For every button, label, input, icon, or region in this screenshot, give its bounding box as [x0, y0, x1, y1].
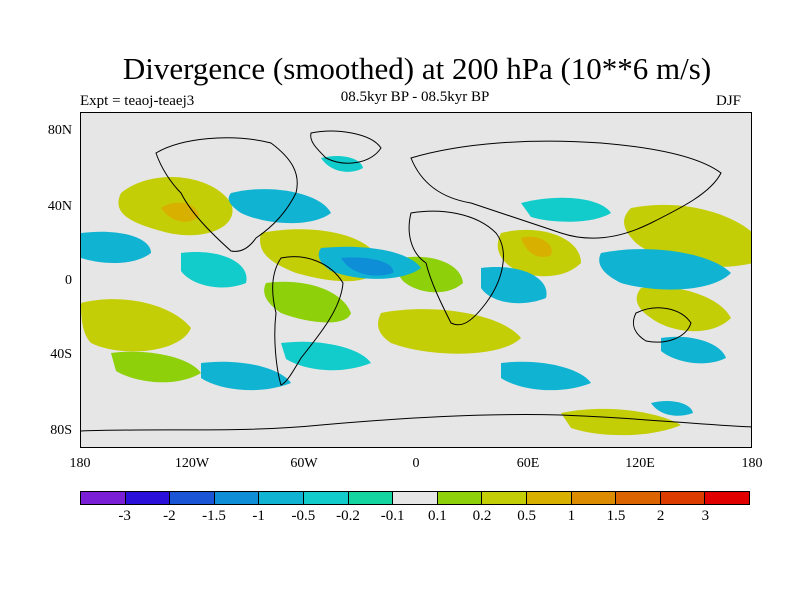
- colorbar-swatch: [526, 492, 572, 504]
- coastline-europe-asia: [410, 140, 722, 239]
- colorbar-label: 2: [656, 508, 665, 524]
- experiment-label: Expt = teaoj-teaej3: [80, 93, 195, 109]
- colorbar-swatch: [616, 492, 661, 504]
- positive-patches: [81, 176, 751, 436]
- colorbar-swatch: [81, 492, 126, 504]
- patch: [341, 257, 394, 276]
- patch: [81, 231, 151, 263]
- colorbar-swatch: [348, 492, 394, 504]
- colorbar-label: 1: [567, 508, 576, 524]
- figure-title: Divergence (smoothed) at 200 hPa (10**6 …: [122, 51, 712, 86]
- patch: [651, 401, 693, 416]
- lat-label: 80S: [50, 423, 72, 438]
- patch: [201, 361, 291, 391]
- patch: [378, 309, 521, 354]
- figure-subtitle: 08.5kyr BP - 08.5kyr BP: [340, 89, 490, 105]
- map-panel: [80, 112, 752, 448]
- lon-label: 180: [741, 456, 763, 471]
- patch: [481, 267, 547, 304]
- coastline-africa: [408, 210, 504, 326]
- colorbar-label: 1.5: [606, 508, 626, 524]
- colorbar-swatch: [170, 492, 215, 504]
- lon-label: 0: [412, 456, 420, 471]
- lon-label: 60W: [290, 456, 318, 471]
- colorbar-label: 0.1: [427, 508, 447, 524]
- colorbar-label: -0.2: [336, 508, 360, 524]
- colorbar-swatch: [660, 492, 706, 504]
- divergence-field: [81, 130, 751, 436]
- lon-label: 120W: [174, 456, 210, 471]
- colorbar-label: -3: [118, 508, 131, 524]
- colorbar-swatch: [571, 492, 617, 504]
- patch: [521, 197, 611, 222]
- colorbar: [80, 491, 750, 505]
- coastline-greenland: [310, 130, 382, 164]
- colorbar-swatch: [303, 492, 349, 504]
- lat-label: 40S: [50, 347, 72, 362]
- lon-label: 120E: [625, 456, 655, 471]
- colorbar-swatch: [259, 492, 304, 504]
- lon-label: 180: [69, 456, 91, 471]
- coastlines: [81, 130, 751, 432]
- coastline-south-america: [272, 256, 344, 386]
- negative-patches: [81, 156, 731, 416]
- colorbar-label: -0.1: [380, 508, 405, 524]
- colorbar-swatch: [214, 492, 260, 504]
- lat-label: 40N: [47, 199, 72, 214]
- coastline-australia: [633, 307, 692, 343]
- colorbar-label: 0.2: [472, 508, 492, 524]
- colorbar-swatch: [482, 492, 527, 504]
- patch: [636, 287, 731, 332]
- patch: [501, 361, 591, 391]
- lat-label: 0: [65, 273, 72, 288]
- colorbar-label: -2: [163, 508, 176, 524]
- season-label: DJF: [716, 93, 742, 109]
- patch: [661, 336, 726, 364]
- patch: [81, 299, 191, 352]
- patch: [561, 408, 681, 436]
- lat-label: 80N: [47, 123, 72, 138]
- colorbar-label: -0.5: [291, 508, 316, 524]
- coastline-north-america: [155, 137, 298, 252]
- colorbar-swatch: [393, 492, 438, 504]
- lon-label: 60E: [516, 456, 540, 471]
- colorbar-label: 0.5: [517, 508, 537, 524]
- colorbar-swatch: [125, 492, 171, 504]
- patch: [111, 351, 201, 383]
- patch: [264, 281, 351, 323]
- colorbar-label: -1.5: [202, 508, 226, 524]
- colorbar-swatch: [705, 492, 749, 504]
- colorbar-swatch: [437, 492, 483, 504]
- patch: [281, 341, 371, 371]
- patch: [521, 236, 552, 258]
- colorbar-label: 3: [701, 508, 710, 524]
- patch: [228, 189, 331, 224]
- coastline-antarctica: [81, 414, 751, 432]
- patch: [599, 249, 731, 290]
- colorbar-label: -1: [252, 508, 265, 524]
- patch: [181, 252, 247, 288]
